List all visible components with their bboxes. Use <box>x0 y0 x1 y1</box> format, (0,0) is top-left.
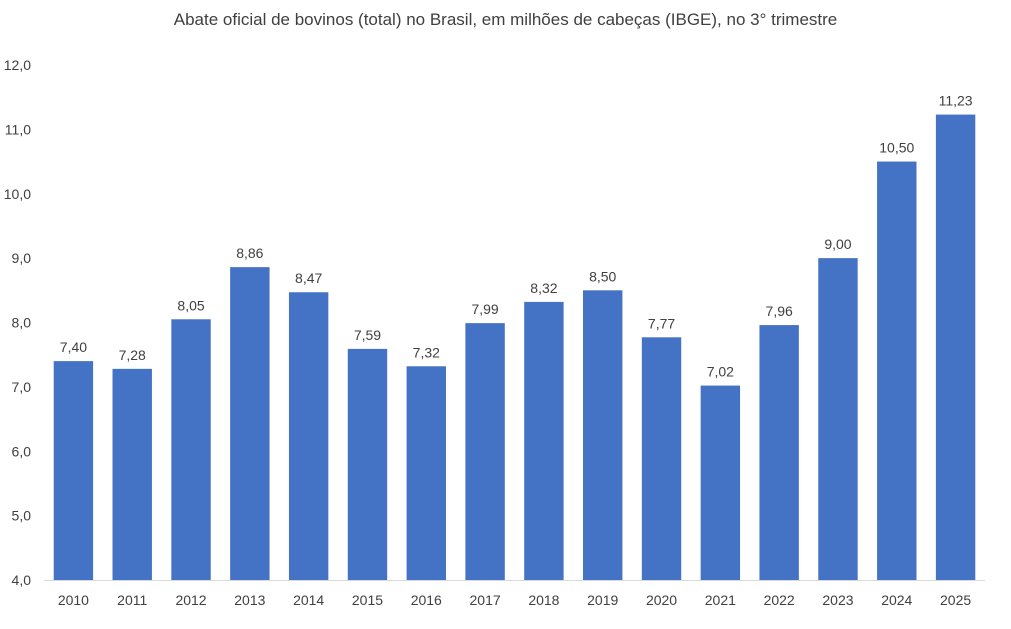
x-tick-label: 2016 <box>411 592 442 608</box>
x-tick-label: 2025 <box>940 592 971 608</box>
bar-2012 <box>171 319 211 580</box>
bar-2025 <box>935 114 976 580</box>
x-tick-label: 2015 <box>352 592 383 608</box>
data-label-2010: 7,40 <box>60 339 87 355</box>
data-label-2019: 8,50 <box>589 268 616 284</box>
data-label-2025: 11,23 <box>939 93 973 109</box>
bar-2014 <box>288 292 329 580</box>
data-label-2013: 8,86 <box>236 245 263 261</box>
bar-2024 <box>877 161 917 580</box>
x-tick-label: 2017 <box>470 592 501 608</box>
y-tick-label: 4,0 <box>12 572 32 588</box>
bar-2018 <box>524 301 564 580</box>
x-tick-label: 2024 <box>881 592 912 608</box>
bar-2023 <box>818 258 858 580</box>
data-label-2024: 10,50 <box>879 140 914 156</box>
x-tick-label: 2014 <box>293 592 324 608</box>
x-axis: 2010 2011 2012 2013 2014 2015 2016 2017 2018 2019… <box>44 580 985 608</box>
bar-2015 <box>347 348 388 580</box>
data-label-2021: 7,02 <box>707 364 734 380</box>
data-label-2022: 7,96 <box>766 303 793 319</box>
chart-title: Abate oficial de bovinos (total) no Bras… <box>173 10 838 29</box>
data-label-2011: 7,28 <box>119 347 146 363</box>
x-tick-label: 2021 <box>705 592 736 608</box>
bar-2020 <box>641 337 682 580</box>
x-tick-label: 2010 <box>58 592 89 608</box>
y-tick-label: 11,0 <box>5 121 31 137</box>
data-label-2023: 9,00 <box>824 236 851 252</box>
y-tick-label: 7,0 <box>12 379 32 395</box>
bar-2017 <box>465 323 505 580</box>
y-tick-label: 5,0 <box>12 508 32 524</box>
y-tick-label: 9,0 <box>12 250 32 266</box>
y-tick-label: 8,0 <box>12 315 32 331</box>
y-axis: 4,0 5,0 6,0 7,0 8,0 9,0 10,0 11,0 12,0 <box>4 57 31 588</box>
bars-group: 7,40 7,28 8,05 8,86 8,47 7,59 7,32 7,99 8,32 8,50… <box>53 93 976 580</box>
x-tick-label: 2011 <box>117 592 147 608</box>
x-tick-label: 2019 <box>587 592 618 608</box>
x-tick-label: 2018 <box>528 592 559 608</box>
bar-2019 <box>583 290 623 580</box>
y-tick-label: 12,0 <box>4 57 31 73</box>
x-tick-label: 2012 <box>175 592 206 608</box>
data-label-2018: 8,32 <box>530 280 557 296</box>
bar-2011 <box>112 368 152 580</box>
x-tick-label: 2013 <box>234 592 265 608</box>
y-tick-label: 10,0 <box>4 186 31 202</box>
bar-2016 <box>406 366 446 580</box>
x-tick-label: 2020 <box>646 592 677 608</box>
data-label-2015: 7,59 <box>354 327 381 343</box>
data-label-2014: 8,47 <box>295 270 322 286</box>
bar-2013 <box>230 267 270 580</box>
bar-2022 <box>759 325 799 580</box>
data-label-2020: 7,77 <box>648 315 675 331</box>
data-label-2012: 8,05 <box>177 297 204 313</box>
data-label-2016: 7,32 <box>413 344 440 360</box>
x-tick-label: 2023 <box>822 592 853 608</box>
y-tick-label: 6,0 <box>12 443 32 459</box>
x-tick-label: 2022 <box>764 592 795 608</box>
bar-2010 <box>53 361 94 580</box>
bar-2021 <box>700 385 741 580</box>
data-label-2017: 7,99 <box>471 301 498 317</box>
